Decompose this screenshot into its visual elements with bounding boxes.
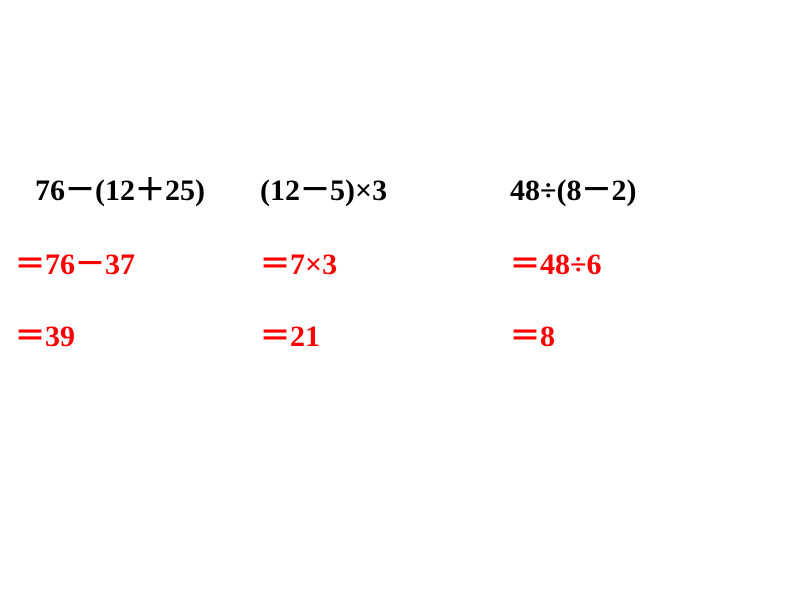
- problem-3-step-2: ＝8: [510, 311, 760, 355]
- problems-row: 76－(12＋25) (12－5)×3 48÷(8－2): [15, 165, 785, 209]
- problem-2-step-2: ＝21: [260, 311, 510, 355]
- problem-3-step-1: ＝48÷6: [510, 239, 760, 283]
- problem-1: 76－(12＋25): [15, 165, 260, 209]
- steps-row-2: ＝39 ＝21 ＝8: [15, 311, 785, 355]
- math-content: 76－(12＋25) (12－5)×3 48÷(8－2) ＝76－37 ＝7×3…: [15, 165, 785, 383]
- problem-1-step-2: ＝39: [15, 311, 260, 355]
- problem-2: (12－5)×3: [260, 165, 510, 209]
- problem-3: 48÷(8－2): [510, 165, 760, 209]
- problem-2-step-1: ＝7×3: [260, 239, 510, 283]
- steps-row-1: ＝76－37 ＝7×3 ＝48÷6: [15, 239, 785, 283]
- problem-1-step-1: ＝76－37: [15, 239, 260, 283]
